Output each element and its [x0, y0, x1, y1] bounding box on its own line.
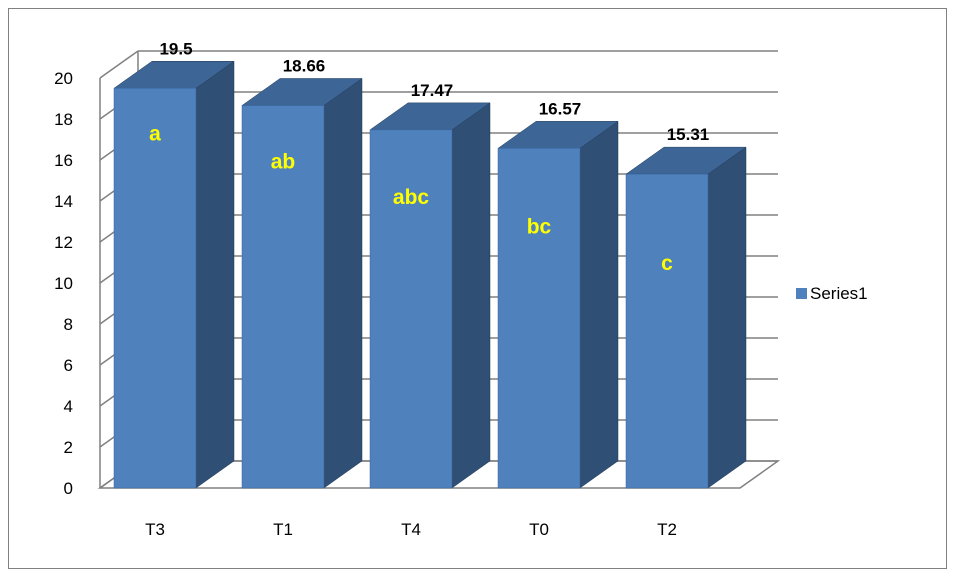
bars	[113, 60, 747, 489]
bar	[497, 148, 581, 489]
bar	[625, 173, 709, 489]
x-tick-label: T0	[529, 520, 549, 539]
y-tick-label: 2	[64, 438, 73, 457]
legend: Series1	[796, 284, 868, 303]
significance-label: bc	[527, 215, 552, 238]
bar-side	[451, 102, 491, 489]
bar-side	[323, 77, 363, 489]
significance-label: c	[661, 252, 673, 275]
data-label: 19.5	[159, 39, 192, 58]
y-tick-label: 16	[54, 151, 73, 170]
legend-swatch	[796, 288, 807, 299]
bar-side	[579, 120, 619, 489]
y-tick-label: 18	[54, 110, 73, 129]
y-tick-label: 14	[54, 192, 73, 211]
y-tick-label: 4	[64, 397, 73, 416]
bar-side	[707, 146, 747, 489]
data-label: 15.31	[667, 125, 710, 144]
bar-side	[195, 60, 235, 489]
data-label: 16.57	[539, 99, 582, 118]
x-tick-label: T1	[273, 520, 293, 539]
y-tick-label: 20	[54, 69, 73, 88]
bar	[113, 88, 197, 489]
significance-label: ab	[271, 150, 296, 173]
y-tick-label: 8	[64, 315, 73, 334]
data-label: 18.66	[283, 56, 326, 75]
data-label: 17.47	[411, 81, 454, 100]
y-tick-label: 0	[64, 479, 73, 498]
bar	[241, 105, 325, 489]
y-tick-label: 6	[64, 356, 73, 375]
y-tick-label: 10	[54, 274, 73, 293]
labels: 0 2 4 6 8 10 12 14 16 18 20 19.5 a T3 18.66 ab T1 17.47 ab…	[54, 39, 709, 539]
significance-label: abc	[393, 186, 430, 209]
y-tick-label: 12	[54, 233, 73, 252]
gridline-depth	[99, 50, 139, 79]
legend-label: Series1	[810, 284, 868, 303]
bar	[369, 129, 453, 489]
significance-label: a	[149, 122, 161, 145]
x-tick-label: T2	[657, 520, 677, 539]
x-tick-label: T4	[401, 520, 421, 539]
x-tick-label: T3	[145, 520, 165, 539]
